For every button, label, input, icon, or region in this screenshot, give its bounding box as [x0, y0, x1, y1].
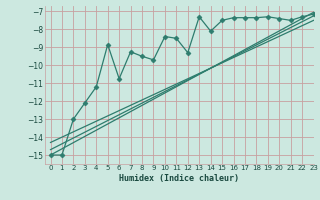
X-axis label: Humidex (Indice chaleur): Humidex (Indice chaleur): [119, 174, 239, 183]
